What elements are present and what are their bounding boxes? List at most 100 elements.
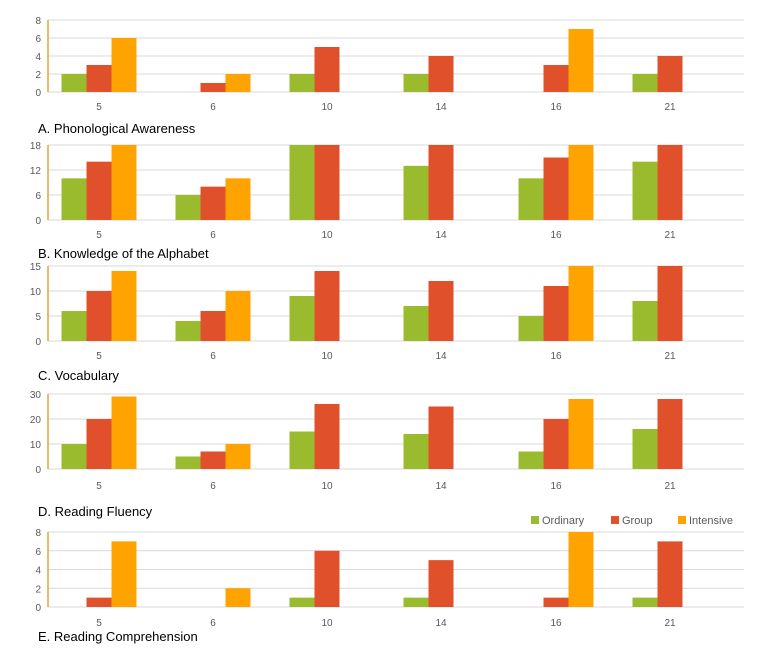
x-tick-label: 21 (664, 481, 676, 492)
legend-label-intensive: Intensive (689, 515, 733, 527)
bar-intensive-16 (568, 29, 594, 92)
bar-intensive-5 (111, 38, 137, 92)
bar-intensive-5 (111, 396, 137, 469)
bar-ordinary-21 (632, 301, 658, 341)
bar-group-21 (657, 541, 683, 607)
x-tick-label: 21 (664, 230, 676, 241)
x-tick-label: 14 (435, 481, 447, 492)
bar-intensive-16 (568, 145, 594, 220)
chart-panel-3: 0 5 10 15 5 6 10 14 16 21 C. Vocabulary (30, 262, 744, 383)
chart-panel-2: 0 6 12 18 5 6 10 14 16 21 B. Knowledge of the Alph… (30, 141, 744, 261)
bar-group-14 (428, 281, 454, 341)
bar-ordinary-14 (403, 165, 429, 220)
x-tick-label: 10 (321, 618, 333, 629)
bar-intensive-6 (225, 291, 251, 341)
x-tick-label: 5 (96, 351, 102, 362)
x-tick-label: 6 (210, 102, 216, 113)
x-tick-label: 16 (550, 230, 562, 241)
bar-intensive-16 (568, 266, 594, 341)
bar-group-14 (428, 56, 454, 92)
y-tick-label: 0 (35, 337, 41, 348)
panel-caption: B. Knowledge of the Alphabet (38, 246, 209, 261)
bar-ordinary-5 (61, 311, 87, 341)
bar-ordinary-16 (518, 451, 544, 469)
bar-group-14 (428, 560, 454, 607)
bar-ordinary-16 (518, 178, 544, 220)
bar-ordinary-14 (403, 306, 429, 341)
bar-ordinary-6 (175, 456, 201, 469)
y-tick-label: 6 (35, 191, 41, 202)
bar-intensive-5 (111, 271, 137, 341)
legend: Ordinary Group Intensive (531, 515, 733, 527)
y-tick-label: 6 (35, 34, 41, 45)
bar-intensive-6 (225, 444, 251, 469)
bar-group-6 (200, 311, 226, 341)
x-tick-label: 6 (210, 351, 216, 362)
bar-group-5 (86, 291, 112, 341)
x-tick-label: 5 (96, 102, 102, 113)
bar-ordinary-14 (403, 74, 429, 92)
y-tick-label: 10 (30, 440, 42, 451)
x-tick-label: 14 (435, 102, 447, 113)
y-tick-label: 8 (35, 16, 41, 27)
bar-group-5 (86, 419, 112, 469)
x-tick-label: 14 (435, 230, 447, 241)
bar-group-16 (543, 286, 569, 341)
x-tick-label: 16 (550, 481, 562, 492)
y-tick-label: 10 (30, 287, 42, 298)
y-tick-label: 20 (30, 415, 42, 426)
bar-group-14 (428, 406, 454, 469)
x-tick-label: 6 (210, 481, 216, 492)
x-tick-label: 14 (435, 351, 447, 362)
bar-ordinary-10 (289, 431, 315, 469)
bar-group-6 (200, 83, 226, 92)
x-tick-label: 5 (96, 230, 102, 241)
bar-intensive-6 (225, 74, 251, 92)
bar-group-6 (200, 451, 226, 469)
x-tick-label: 16 (550, 351, 562, 362)
bar-group-14 (428, 145, 454, 220)
bar-group-16 (543, 419, 569, 469)
x-tick-label: 14 (435, 618, 447, 629)
chart-panel-1: 0 2 4 6 8 5 6 10 14 16 21 A. Phonological Awareness (35, 16, 744, 136)
panel-caption: E. Reading Comprehension (38, 629, 198, 644)
bar-ordinary-5 (61, 74, 87, 92)
bar-intensive-16 (568, 399, 594, 469)
panel-caption: D. Reading Fluency (38, 504, 153, 519)
chart-panel-4: 0 10 20 30 5 6 10 14 16 21 D. Reading Fluency (30, 390, 744, 519)
bar-ordinary-10 (289, 145, 315, 220)
bar-group-21 (657, 145, 683, 220)
y-tick-label: 18 (30, 141, 42, 152)
bar-ordinary-10 (289, 74, 315, 92)
x-tick-label: 16 (550, 102, 562, 113)
bar-group-10 (314, 47, 340, 92)
bar-ordinary-21 (632, 429, 658, 469)
bar-group-16 (543, 597, 569, 607)
bar-intensive-6 (225, 178, 251, 220)
y-tick-label: 2 (35, 584, 41, 595)
x-tick-label: 21 (664, 618, 676, 629)
bar-group-5 (86, 597, 112, 607)
bar-ordinary-14 (403, 597, 429, 607)
bar-group-16 (543, 157, 569, 220)
bar-ordinary-5 (61, 444, 87, 469)
legend-label-ordinary: Ordinary (542, 515, 585, 527)
bar-ordinary-16 (518, 316, 544, 341)
bar-group-6 (200, 186, 226, 220)
legend-swatch-ordinary (531, 516, 539, 524)
y-tick-label: 0 (35, 88, 41, 99)
legend-label-group: Group (622, 515, 653, 527)
x-tick-label: 6 (210, 618, 216, 629)
y-tick-label: 0 (35, 216, 41, 227)
bar-group-5 (86, 65, 112, 92)
panel-caption: A. Phonological Awareness (38, 121, 196, 136)
x-tick-label: 5 (96, 481, 102, 492)
bar-ordinary-6 (175, 321, 201, 341)
bar-ordinary-10 (289, 296, 315, 341)
bar-ordinary-6 (175, 195, 201, 220)
legend-swatch-intensive (678, 516, 686, 524)
y-tick-label: 0 (35, 603, 41, 614)
bar-intensive-5 (111, 145, 137, 220)
bar-group-10 (314, 145, 340, 220)
